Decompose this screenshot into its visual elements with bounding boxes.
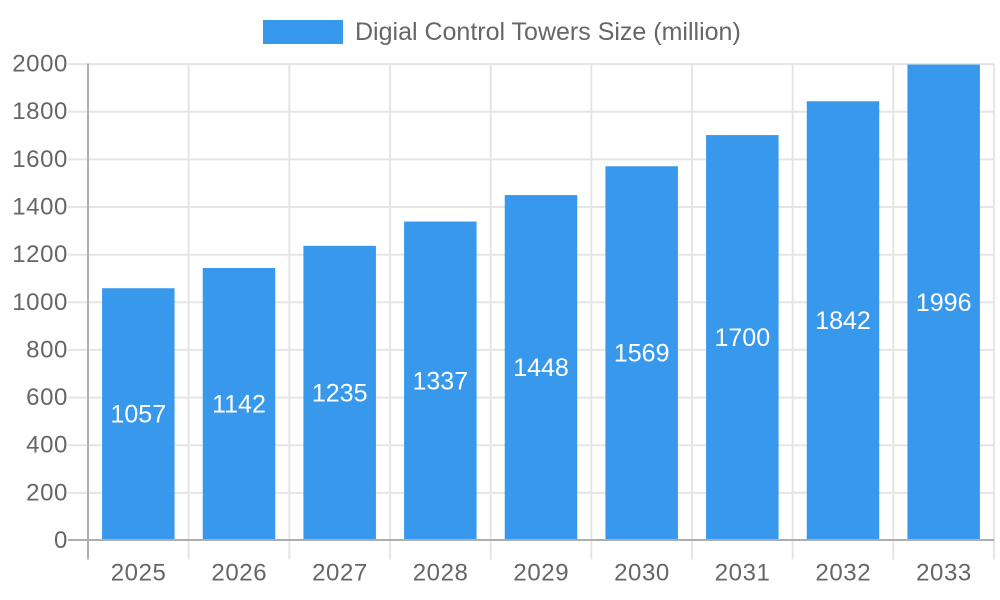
svg-text:800: 800 — [26, 336, 68, 363]
svg-text:1800: 1800 — [12, 98, 68, 125]
svg-text:200: 200 — [26, 479, 68, 506]
svg-text:2029: 2029 — [513, 560, 569, 587]
svg-text:2025: 2025 — [111, 560, 167, 587]
svg-text:2030: 2030 — [614, 560, 670, 587]
svg-text:0: 0 — [54, 527, 68, 554]
svg-text:1600: 1600 — [12, 146, 68, 173]
svg-text:2000: 2000 — [12, 51, 68, 78]
svg-text:2027: 2027 — [312, 560, 368, 587]
svg-text:1200: 1200 — [12, 241, 68, 268]
svg-text:1700: 1700 — [714, 324, 770, 352]
svg-text:1400: 1400 — [12, 194, 68, 221]
svg-text:600: 600 — [26, 384, 68, 411]
svg-text:1842: 1842 — [815, 307, 871, 335]
svg-text:1057: 1057 — [110, 401, 166, 429]
svg-text:1337: 1337 — [412, 367, 468, 395]
svg-text:1142: 1142 — [212, 391, 266, 419]
svg-text:1569: 1569 — [614, 340, 670, 368]
svg-text:1996: 1996 — [916, 289, 972, 317]
svg-text:2031: 2031 — [715, 560, 771, 587]
svg-text:2028: 2028 — [413, 560, 469, 587]
svg-text:2026: 2026 — [211, 560, 267, 587]
svg-text:400: 400 — [26, 432, 68, 459]
svg-text:1235: 1235 — [312, 379, 368, 407]
svg-text:1000: 1000 — [12, 289, 68, 316]
svg-text:2033: 2033 — [916, 560, 972, 587]
svg-text:Digial Control Towers Size (mi: Digial Control Towers Size (million) — [355, 18, 741, 46]
svg-text:1448: 1448 — [513, 354, 569, 382]
svg-text:2032: 2032 — [815, 560, 871, 587]
